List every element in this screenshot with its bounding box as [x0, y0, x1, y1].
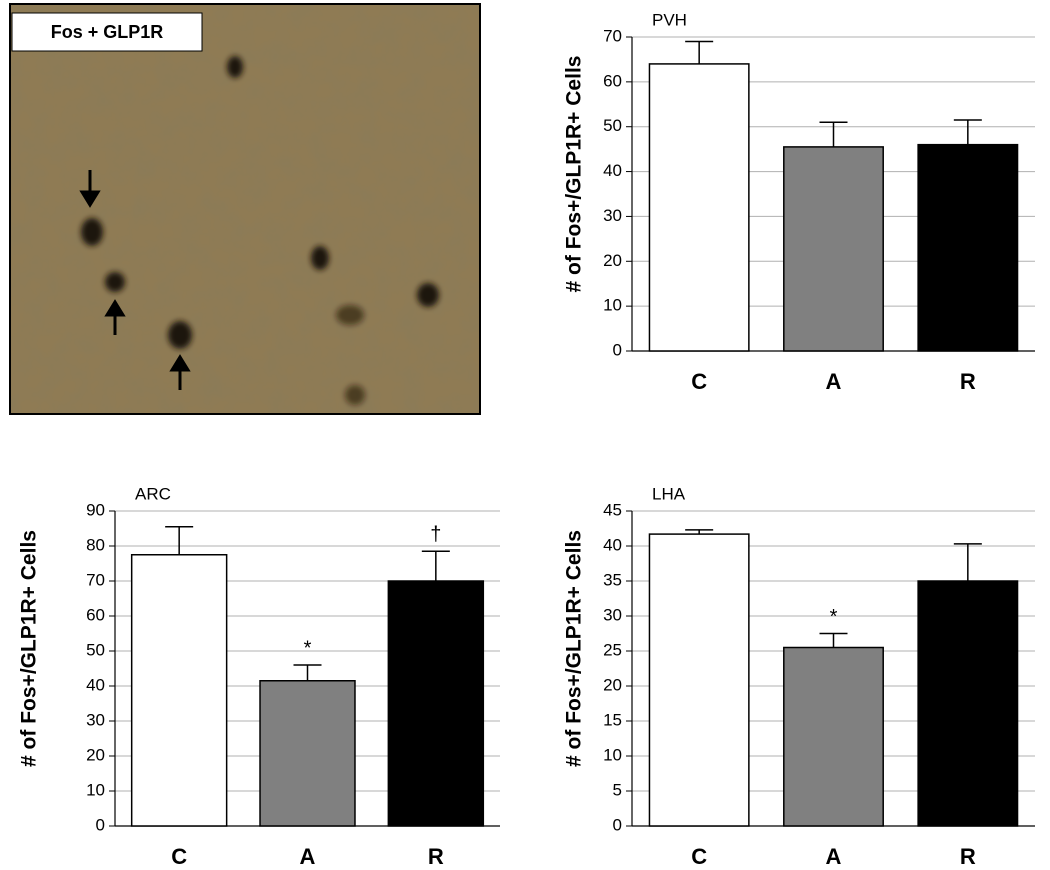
x-tick-label: A: [300, 844, 316, 869]
error-bar: [685, 529, 714, 535]
bar: [783, 646, 884, 827]
bar: [387, 580, 485, 827]
chart-title: ARC: [135, 484, 171, 503]
error-bar: [165, 526, 194, 555]
y-tick-label: 10: [86, 780, 105, 799]
y-axis-label: # of Fos+/GLP1R+ Cells: [563, 530, 586, 767]
y-tick-label: 90: [86, 500, 105, 519]
y-tick-label: 40: [603, 161, 622, 180]
y-tick-label: 15: [603, 710, 622, 729]
y-tick-label: 40: [86, 675, 105, 694]
x-tick-label: C: [691, 369, 707, 394]
y-tick-label: 60: [86, 605, 105, 624]
x-tick-label: R: [428, 844, 444, 869]
error-bar: [953, 119, 982, 145]
error-bar: [953, 543, 982, 581]
y-tick-label: 80: [86, 535, 105, 554]
y-tick-label: 20: [603, 675, 622, 694]
y-tick-label: 35: [603, 570, 622, 589]
x-tick-label: C: [691, 844, 707, 869]
y-tick-label: 10: [603, 296, 622, 315]
x-tick-label: C: [171, 844, 187, 869]
y-tick-label: 20: [603, 251, 622, 270]
annotation: *: [304, 637, 312, 659]
bar: [917, 143, 1019, 352]
error-bar: [293, 664, 322, 681]
error-bar: [685, 40, 714, 64]
y-axis-label: # of Fos+/GLP1R+ Cells: [18, 530, 41, 767]
error-bar: [819, 121, 848, 147]
y-tick-label: 30: [86, 710, 105, 729]
annotation: †: [430, 524, 441, 546]
error-bar: [421, 550, 450, 581]
bar-chart: 0 5 10 15 20 25 30 35 40 45 LHA # of Fos+/GLP1R+ Ce…: [563, 484, 1035, 869]
y-tick-label: 0: [96, 815, 105, 834]
y-tick-label: 0: [613, 815, 622, 834]
y-tick-label: 70: [603, 26, 622, 45]
y-tick-label: 30: [603, 605, 622, 624]
y-tick-label: 50: [603, 116, 622, 135]
bar: [648, 63, 750, 352]
y-tick-label: 45: [603, 500, 622, 519]
micrograph: Fos + GLP1R: [9, 3, 481, 415]
annotation: *: [830, 606, 838, 628]
bar: [783, 146, 884, 352]
bar: [648, 533, 750, 827]
y-axis-label: # of Fos+/GLP1R+ Cells: [563, 56, 586, 293]
y-tick-label: 70: [86, 570, 105, 589]
x-tick-label: A: [826, 369, 842, 394]
bar: [917, 580, 1019, 827]
y-tick-label: 30: [603, 206, 622, 225]
error-bar: [819, 632, 848, 648]
y-tick-label: 25: [603, 640, 622, 659]
bar: [130, 554, 228, 827]
chart-title: LHA: [652, 484, 686, 503]
x-tick-label: A: [826, 844, 842, 869]
y-tick-label: 0: [613, 340, 622, 359]
y-tick-label: 40: [603, 535, 622, 554]
y-tick-label: 10: [603, 745, 622, 764]
x-tick-label: R: [960, 369, 976, 394]
x-tick-label: R: [960, 844, 976, 869]
y-tick-label: 5: [613, 780, 622, 799]
bar: [259, 680, 356, 827]
y-tick-label: 20: [86, 745, 105, 764]
y-tick-label: 50: [86, 640, 105, 659]
y-tick-label: 60: [603, 71, 622, 90]
chart-title: PVH: [652, 10, 687, 29]
bar-chart: 0 10 20 30 40 50 60 70 PVH # of Fos+/GLP1R+ Cells…: [563, 10, 1035, 394]
image-label: Fos + GLP1R: [51, 22, 164, 42]
